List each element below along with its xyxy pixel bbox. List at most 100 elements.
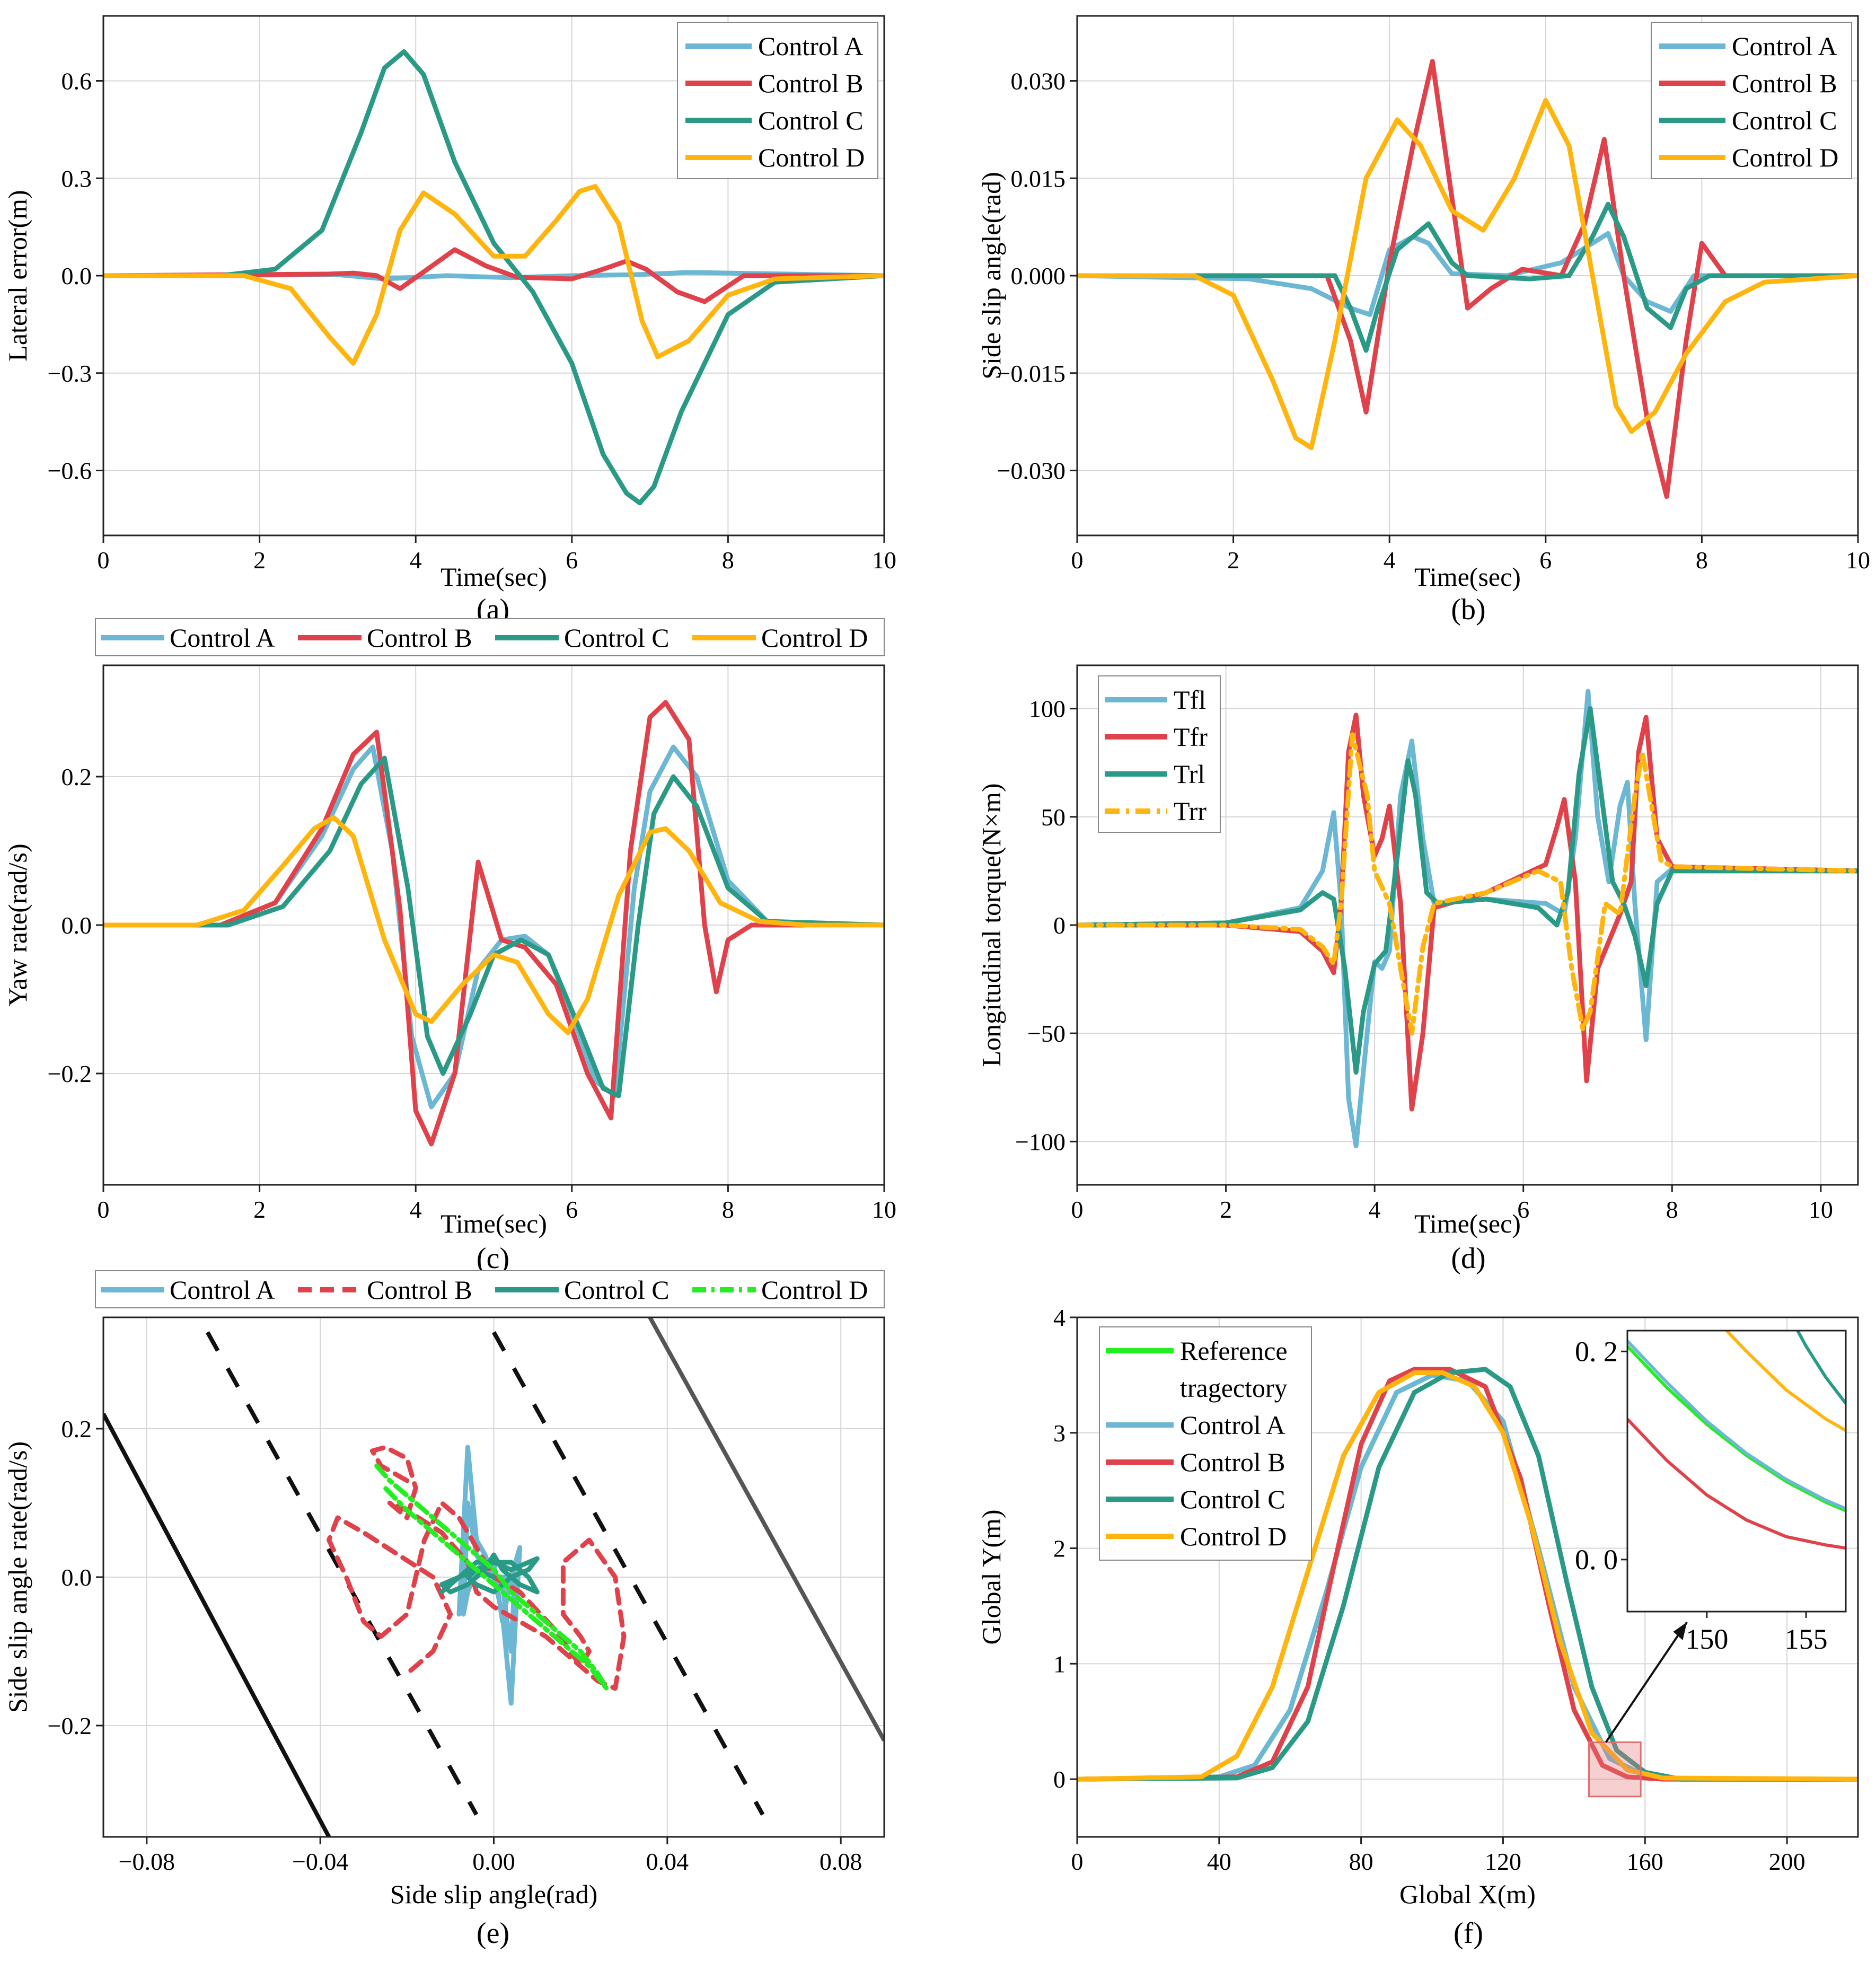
x-tick-label: 200 xyxy=(1769,1848,1805,1875)
legend-label: Control A xyxy=(170,623,275,653)
y-tick-label: 2 xyxy=(1053,1535,1065,1562)
y-tick-label: 3 xyxy=(1053,1420,1065,1447)
x-tick-label: 0 xyxy=(98,1196,110,1223)
boundary-line xyxy=(492,1331,765,1816)
legend-label: Control C xyxy=(1180,1484,1285,1514)
inset-series-reference xyxy=(1627,1345,1846,1512)
x-tick-label: 40 xyxy=(1207,1848,1231,1875)
inset-background xyxy=(1627,1331,1846,1612)
legend-label: Control B xyxy=(367,623,472,653)
chart-a: 0 2 4 6 8 10 −0.6 −0.3 0.0 0.3 0.6 Time(sec) Lateral… xyxy=(3,15,896,626)
x-tick-label: 8 xyxy=(1666,1196,1678,1223)
series-control-d xyxy=(1077,98,1858,451)
boundary-line xyxy=(648,1317,884,1741)
series-group xyxy=(103,700,884,1147)
y-tick-label: −100 xyxy=(1015,1128,1065,1155)
legend-label: Control D xyxy=(761,623,868,653)
series-trr xyxy=(1077,732,1858,1036)
zoom-region xyxy=(1588,1741,1642,1798)
x-tick-label: 0.04 xyxy=(646,1848,689,1875)
inset-series-control-d xyxy=(1724,1331,1846,1432)
series-control-b xyxy=(103,700,884,1147)
y-tick-label: 0 xyxy=(1053,912,1065,939)
legend-label: Control B xyxy=(758,68,864,98)
series-control-d xyxy=(103,184,884,366)
zoom-inset: 150 155 0. 0 0. 2 xyxy=(1575,1330,1847,1655)
y-tick-label: −0.030 xyxy=(997,457,1065,485)
x-axis-label: Global X(m) xyxy=(1399,1879,1536,1909)
legend-label: Trl xyxy=(1174,759,1205,789)
x-axis-label: Time(sec) xyxy=(1414,562,1521,592)
series-group xyxy=(103,49,884,506)
series-control-d xyxy=(1077,1370,1858,1782)
series-control-c xyxy=(103,49,884,506)
legend: Control A Control B Control C Control D xyxy=(95,1270,885,1308)
x-tick-label: 0.00 xyxy=(472,1848,515,1875)
y-tick-label: 1 xyxy=(1053,1650,1065,1677)
y-tick-label: −0.6 xyxy=(48,457,92,485)
y-tick-label: 50 xyxy=(1041,804,1065,831)
y-axis-label: Yaw rate(rad/s) xyxy=(3,843,32,1006)
y-axis-label: Side slip angle rate(rad/s) xyxy=(3,1441,32,1713)
series-group xyxy=(1077,59,1858,499)
x-tick-label: 6 xyxy=(566,547,578,574)
legend-label: Control B xyxy=(1180,1447,1285,1477)
zoom-arrow-line xyxy=(1605,1621,1688,1743)
legend-label: Control A xyxy=(758,31,864,61)
legend-label: Control C xyxy=(1732,105,1837,135)
legend-label: Control A xyxy=(170,1275,275,1305)
legend: Control A Control B Control C Control D xyxy=(677,22,878,179)
x-tick-label: 4 xyxy=(1369,1196,1381,1223)
inset-series-control-b xyxy=(1627,1418,1846,1550)
y-tick-label: 0.6 xyxy=(61,68,92,95)
legend-label: Control D xyxy=(761,1275,868,1305)
legend: Tfl Tfr Trl Trr xyxy=(1098,675,1221,833)
y-tick-label: 0.3 xyxy=(61,165,92,192)
x-tick-label: 0.08 xyxy=(820,1848,862,1875)
panel-caption: (b) xyxy=(1451,593,1485,626)
x-axis-label: Time(sec) xyxy=(1414,1209,1521,1238)
inset-series xyxy=(1627,1331,1846,1550)
y-axis-label: Side slip angle(rad) xyxy=(976,172,1006,380)
y-tick-label: −0.3 xyxy=(48,360,92,387)
x-tick-label: 6 xyxy=(566,1196,578,1223)
series-control-a xyxy=(103,270,884,281)
y-axis-label: Global Y(m) xyxy=(976,1509,1006,1644)
legend-label: Trr xyxy=(1174,796,1206,826)
inset-frame xyxy=(1626,1330,1847,1613)
legend: Control A Control B Control C Control D xyxy=(95,618,885,656)
x-tick-label: 2 xyxy=(253,1196,266,1223)
x-tick-label: 4 xyxy=(410,547,422,574)
x-tick-label: 0 xyxy=(98,547,110,574)
zoom-arrow-head xyxy=(1673,1622,1687,1640)
y-tick-label: −0.2 xyxy=(48,1712,92,1739)
panel-caption: (c) xyxy=(477,1242,509,1275)
x-tick-label: 2 xyxy=(1220,1196,1232,1223)
x-tick-label: 4 xyxy=(1384,547,1396,574)
chart-f: 0 40 80 120 160 200 0 1 2 3 4 Global X(m) Global Y(m… xyxy=(976,1304,1859,1950)
series-group xyxy=(1077,689,1858,1148)
series-control-c xyxy=(439,1552,540,1595)
panel-caption: (e) xyxy=(477,1917,509,1950)
x-tick-label: 160 xyxy=(1627,1848,1663,1875)
chart-d: 0 2 4 6 8 10 −100 −50 0 50 100 Time(sec) Longitudina… xyxy=(976,664,1859,1275)
series-control-b xyxy=(327,1445,627,1691)
inset-y-tick-label: 0. 0 xyxy=(1575,1544,1618,1576)
chart-c: 0 2 4 6 8 10 −0.2 0.0 0.2 Time(sec) Yaw rate(rad/s… xyxy=(3,618,896,1275)
legend-label: Control C xyxy=(564,1275,670,1305)
y-tick-label: 4 xyxy=(1053,1304,1065,1331)
legend-label: Control A xyxy=(1180,1410,1285,1440)
x-tick-label: 0 xyxy=(1071,547,1084,574)
inset-series-control-a xyxy=(1627,1340,1846,1510)
y-tick-label: 0.0 xyxy=(61,262,92,289)
legend: Control A Control B Control C Control D xyxy=(1651,22,1852,179)
legend-label: Control B xyxy=(367,1275,472,1305)
y-tick-label: 0.030 xyxy=(1011,68,1066,95)
boundary-line xyxy=(103,1413,331,1837)
legend-label: Control D xyxy=(758,143,865,172)
y-tick-label: 0 xyxy=(1053,1766,1065,1793)
x-tick-label: 6 xyxy=(1539,547,1552,574)
x-tick-label: 10 xyxy=(1809,1196,1833,1223)
